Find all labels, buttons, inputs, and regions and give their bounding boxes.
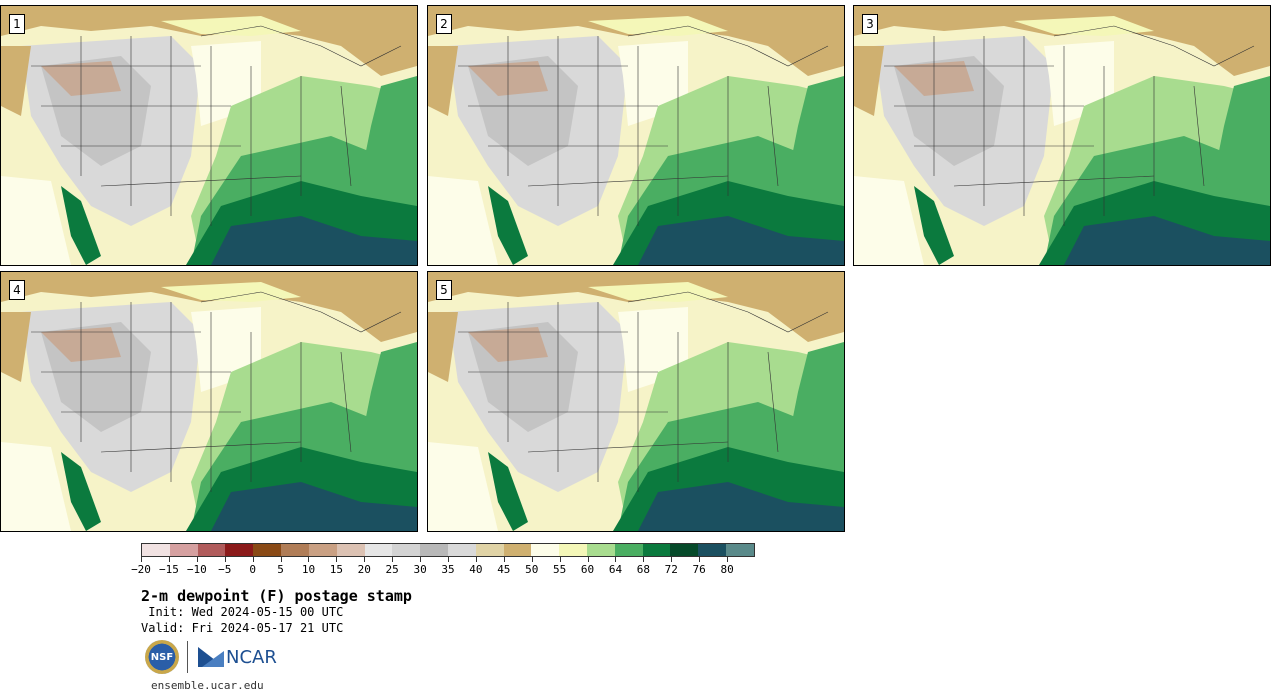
colorbar-tick-label: 30: [413, 563, 427, 576]
colorbar-tick: [448, 557, 449, 562]
site-url: ensemble.ucar.edu: [151, 679, 264, 692]
colorbar-tick-label: 60: [580, 563, 595, 576]
colorbar-tick: [531, 557, 533, 562]
colorbar-tick: [252, 557, 254, 562]
colorbar-tick: [643, 557, 645, 562]
colorbar-swatch: [253, 544, 282, 556]
colorbar-tick-label: 76: [692, 563, 706, 576]
dewpoint-map-2: [428, 6, 844, 265]
dewpoint-map-3: [854, 6, 1270, 265]
colorbar-swatch: [336, 544, 365, 556]
colorbar-swatch: [308, 544, 337, 556]
colorbar-tick: [196, 557, 198, 562]
colorbar-swatch: [726, 544, 754, 556]
colorbar-tick-label: 10: [301, 563, 316, 576]
colorbar-tick: [336, 557, 338, 562]
colorbar-tick-label: −15: [158, 563, 179, 576]
colorbar-tick-label: 50: [525, 563, 539, 576]
colorbar-tick-label: 45: [497, 563, 511, 576]
colorbar-tick: [587, 557, 589, 562]
panel-label: 1: [9, 14, 25, 34]
colorbar-tick-label: 72: [664, 563, 678, 576]
colorbar-tick-label: 68: [636, 563, 650, 576]
dewpoint-map-1: [1, 6, 417, 265]
map-panel-3: 3: [853, 5, 1271, 266]
plot-title: 2-m dewpoint (F) postage stamp: [141, 587, 412, 605]
dewpoint-map-5: [428, 272, 844, 531]
panel-label: 2: [436, 14, 452, 34]
colorbar-tick-label: 64: [608, 563, 623, 576]
colorbar-swatch: [475, 544, 504, 556]
panel-label: 4: [9, 280, 25, 300]
colorbar-swatch: [698, 544, 727, 556]
colorbar-tick: [503, 557, 505, 562]
colorbar-tick: [141, 557, 142, 562]
logos: NSF NCAR: [145, 638, 277, 676]
colorbar-swatch: [364, 544, 393, 556]
ncar-mark-icon: [198, 647, 224, 667]
colorbar-swatch: [614, 544, 643, 556]
colorbar-swatch: [559, 544, 587, 556]
ncar-logo: NCAR: [198, 647, 277, 668]
colorbar-tick: [615, 557, 617, 562]
panel-label: 3: [862, 14, 878, 34]
dewpoint-map-4: [1, 272, 417, 531]
colorbar-tick-label: 25: [385, 563, 399, 576]
nsf-logo: NSF: [145, 640, 179, 674]
colorbar-tick: [280, 557, 282, 562]
colorbar-tick-label: −20: [131, 563, 151, 576]
colorbar-tick: [364, 557, 366, 562]
colorbar-tick-label: 0: [249, 563, 256, 576]
colorbar-swatch: [447, 544, 476, 556]
colorbar-tick: [308, 557, 310, 562]
colorbar-tick: [671, 557, 673, 562]
colorbar-tick-label: 20: [357, 563, 371, 576]
map-panel-1: 1: [0, 5, 418, 266]
colorbar-tick: [559, 557, 561, 562]
colorbar-ticks: −20 −15 −10 −5 0 5 10 15 20 25 30 35 40 45 50 55 60 64 68 7…: [131, 557, 755, 579]
colorbar-tick-label: 15: [329, 563, 343, 576]
colorbar-tick: [727, 557, 729, 562]
colorbar-swatch: [169, 544, 198, 556]
colorbar-swatch: [642, 544, 671, 556]
colorbar-swatch: [531, 544, 560, 556]
colorbar: [141, 543, 755, 557]
colorbar-tick-label: −10: [186, 563, 207, 576]
colorbar-swatch: [587, 544, 615, 556]
logo-divider: [187, 641, 188, 673]
colorbar-swatch: [670, 544, 699, 556]
colorbar-tick: [420, 557, 422, 562]
colorbar-tick-label: 35: [441, 563, 455, 576]
init-time: Init: Wed 2024-05-15 00 UTC: [141, 605, 344, 619]
colorbar-tick-label: 40: [469, 563, 483, 576]
map-panel-2: 2: [427, 5, 845, 266]
colorbar-swatch: [197, 544, 226, 556]
map-panel-5: 5: [427, 271, 845, 532]
colorbar-tick-label: 5: [277, 563, 284, 576]
map-panel-4: 4: [0, 271, 418, 532]
colorbar-tick: [224, 557, 226, 562]
colorbar-swatch: [392, 544, 421, 556]
panel-label: 5: [436, 280, 452, 300]
colorbar-tick-label: 55: [553, 563, 567, 576]
colorbar-swatch: [281, 544, 309, 556]
colorbar-swatch: [142, 544, 170, 556]
colorbar-tick: [475, 557, 477, 562]
colorbar-swatch: [420, 544, 448, 556]
colorbar-swatch: [503, 544, 532, 556]
colorbar-tick: [699, 557, 701, 562]
colorbar-tick-label: 80: [720, 563, 734, 576]
colorbar-tick: [168, 557, 170, 562]
colorbar-tick-label: −5: [218, 563, 232, 576]
colorbar-tick: [392, 557, 394, 562]
valid-time: Valid: Fri 2024-05-17 21 UTC: [141, 621, 344, 635]
colorbar-swatch: [225, 544, 254, 556]
